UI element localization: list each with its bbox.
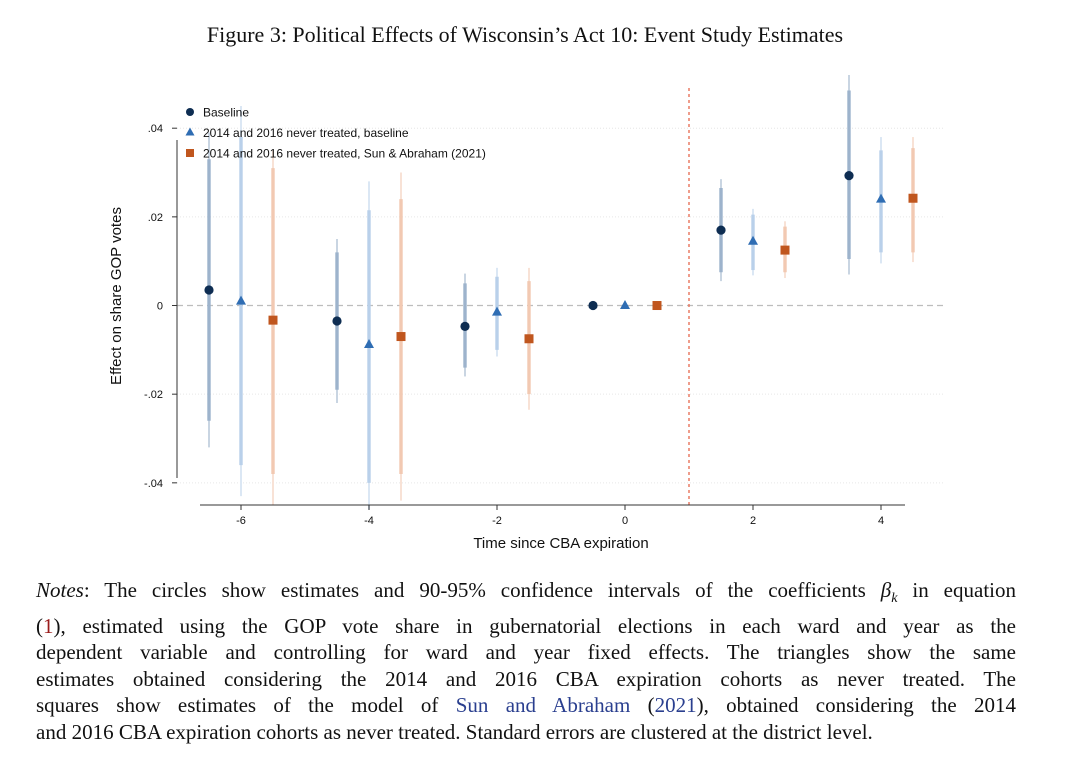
x-tick-label: -2: [492, 515, 502, 527]
legend-label: 2014 and 2016 never treated, baseline: [203, 126, 409, 140]
reference-lines: [177, 88, 945, 505]
equation-ref-link[interactable]: 1: [43, 613, 54, 638]
baseline-point: [844, 171, 854, 181]
x-tick-label: 2: [750, 515, 756, 527]
notes-line-5: squares show estimates of the model of S…: [36, 692, 1016, 719]
grid-layer: [177, 127, 945, 484]
never-treated-point: [364, 339, 374, 349]
never-treated-point: [748, 235, 758, 245]
point-markers: [204, 171, 918, 349]
sun-abraham-point: [268, 315, 278, 325]
never-treated-point: [876, 193, 886, 203]
notes-text-5a: squares show estimates of the model of: [36, 693, 456, 718]
legend-label: 2014 and 2016 never treated, Sun & Abrah…: [203, 147, 486, 161]
figure-title: Figure 3: Political Effects of Wisconsin…: [206, 22, 844, 47]
y-tick-label: .04: [148, 123, 163, 135]
never-treated-point: [492, 306, 502, 316]
confidence-intervals: [207, 75, 915, 510]
beta-symbol: β: [880, 578, 892, 602]
legend-triangle-marker: [185, 127, 195, 136]
notes-text-5b: (: [630, 693, 655, 718]
year-citation-link[interactable]: 2021: [654, 693, 697, 718]
baseline-point: [460, 321, 470, 331]
baseline-point: [204, 285, 214, 295]
y-tick-label: 0: [157, 301, 163, 313]
legend-square-marker: [186, 149, 194, 157]
y-tick-label: -.02: [144, 389, 163, 401]
never-treated-point: [236, 295, 246, 305]
x-axis-label: Time since CBA expiration: [473, 535, 648, 552]
sun-abraham-point: [396, 332, 406, 342]
baseline-point: [588, 300, 598, 311]
y-axis-label: Effect on share GOP votes: [108, 207, 125, 385]
sun-abraham-point: [652, 301, 662, 311]
legend-circle-marker: [186, 108, 194, 116]
baseline-point: [716, 225, 726, 235]
ref-open: (: [36, 613, 43, 638]
notes-line-3: dependent variable and controlling for w…: [36, 640, 1016, 665]
sun-abraham-point: [780, 245, 790, 255]
never-treated-point: [620, 300, 630, 310]
sun-abraham-point: [908, 193, 918, 203]
event-study-chart: -.04 -.02 0 .02 .04 -6 -4 -2 0 2 4 Time since CBA e…: [108, 75, 945, 552]
notes-text-5c: ), obtained considering the 2014: [696, 693, 1017, 718]
notes-line-4: estimates obtained considering the 2014 …: [36, 666, 1016, 691]
axes: -.04 -.02 0 .02 .04 -6 -4 -2 0 2 4 Time since CBA e…: [108, 123, 905, 552]
legend: Baseline 2014 and 2016 never treated, bas…: [185, 106, 486, 161]
beta-subscript: k: [891, 591, 898, 607]
x-tick-label: 4: [878, 515, 884, 527]
y-tick-label: -.04: [144, 478, 163, 490]
notes-text-1a: : The circles show estimates and 90-95% …: [83, 578, 866, 602]
x-tick-label: -4: [364, 515, 374, 527]
figure-notes: Notes: The circles show estimates and 90…: [36, 577, 1016, 745]
legend-label: Baseline: [203, 106, 249, 120]
notes-line-6: and 2016 CBA expiration cohorts as never…: [36, 719, 873, 744]
notes-label: Notes: [36, 578, 84, 602]
x-tick-label: 0: [622, 515, 628, 527]
sun-abraham-link[interactable]: Sun and Abraham: [455, 693, 631, 718]
x-tick-label: -6: [236, 515, 246, 527]
baseline-point: [332, 316, 342, 326]
notes-line-1: Notes: The circles show estimates and 90…: [36, 577, 1016, 613]
y-tick-label: .02: [148, 212, 163, 224]
sun-abraham-point: [524, 334, 534, 344]
notes-line-2: (1), estimated using the GOP vote share …: [36, 613, 1016, 640]
notes-text-1b: in equation: [897, 578, 1016, 602]
notes-text-2: ), estimated using the GOP vote share in…: [53, 613, 1017, 638]
